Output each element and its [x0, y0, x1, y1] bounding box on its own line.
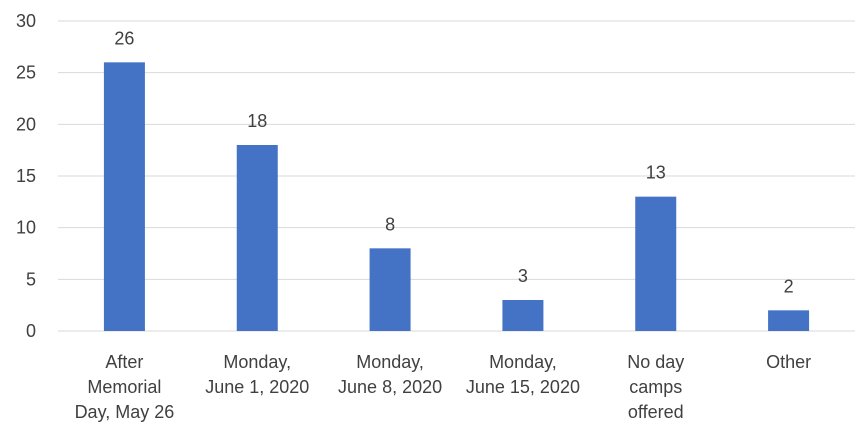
data-label: 18 [247, 111, 267, 131]
category-label-line: June 8, 2020 [338, 377, 442, 397]
bars [103, 62, 810, 331]
category-label: Other [766, 352, 811, 372]
category-label-line: Day, May 26 [75, 402, 175, 422]
y-tick-label: 20 [16, 114, 36, 134]
y-axis-tick-labels: 0 5 10 15 20 25 30 [16, 11, 36, 341]
category-label-line: Monday, [223, 352, 291, 372]
bar [236, 145, 278, 331]
bar [103, 62, 145, 331]
category-label-line: After [105, 352, 143, 372]
category-label-line: Memorial [87, 377, 161, 397]
category-label: Monday, June 8, 2020 [338, 352, 442, 397]
bar [502, 300, 544, 331]
x-axis-category-labels: After Memorial Day, May 26 Monday, June 1, 2… [75, 352, 812, 422]
category-label-line: No day [627, 352, 684, 372]
y-tick-label: 25 [16, 63, 36, 83]
gridlines [58, 20, 855, 332]
category-label-line: Monday, [489, 352, 557, 372]
data-label: 13 [646, 163, 666, 183]
y-tick-label: 5 [26, 269, 36, 289]
category-label-line: June 1, 2020 [205, 377, 309, 397]
bar [768, 310, 810, 331]
category-label-line: camps [629, 377, 682, 397]
y-tick-label: 30 [16, 11, 36, 31]
category-label-line: offered [628, 402, 684, 422]
category-label-line: Other [766, 352, 811, 372]
y-tick-label: 10 [16, 218, 36, 238]
data-label: 2 [784, 276, 794, 296]
bar [369, 248, 411, 331]
category-label-line: June 15, 2020 [466, 377, 580, 397]
category-label: Monday, June 1, 2020 [205, 352, 309, 397]
y-tick-label: 0 [26, 321, 36, 341]
data-label: 8 [385, 214, 395, 234]
category-label-line: Monday, [356, 352, 424, 372]
data-label: 3 [518, 266, 528, 286]
bar [635, 196, 677, 331]
data-labels: 26 18 8 3 13 2 [114, 28, 793, 296]
y-tick-label: 15 [16, 166, 36, 186]
category-label: Monday, June 15, 2020 [466, 352, 580, 397]
data-label: 26 [114, 28, 134, 48]
category-label: After Memorial Day, May 26 [75, 352, 175, 422]
category-label: No day camps offered [627, 352, 684, 422]
